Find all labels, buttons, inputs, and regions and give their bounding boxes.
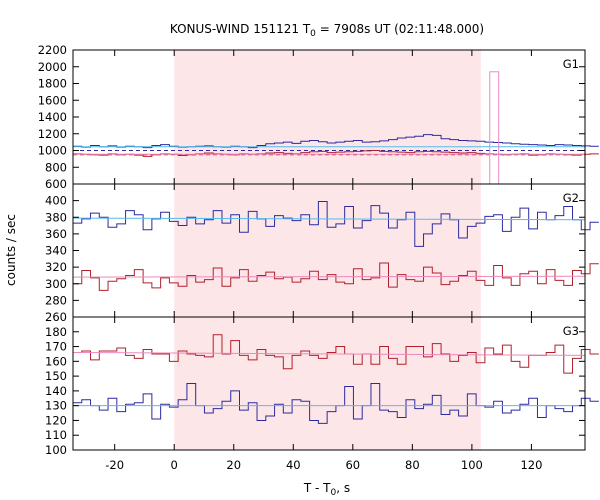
y-tick-label: 2000 (38, 60, 67, 74)
x-axis-label-prefix: T - T (303, 481, 331, 495)
y-tick-label: 1000 (38, 144, 67, 158)
shaded-interval (174, 50, 481, 184)
x-axis-label-sub: 0 (331, 488, 337, 498)
y-tick-label: 1600 (38, 93, 67, 107)
y-axis-label: counts / sec (4, 214, 18, 286)
y-tick-label: 800 (45, 160, 67, 174)
fit-line-blue (72, 217, 586, 221)
y-tick-label: 130 (45, 399, 67, 413)
y-tick-label: 260 (45, 310, 67, 324)
y-tick-label: 170 (45, 340, 67, 354)
chart-title: KONUS-WIND 151121 T0 = 7908s UT (02:11:4… (170, 22, 484, 39)
y-tick-label: 180 (45, 325, 67, 339)
series-blue-step (73, 134, 599, 149)
x-tick-label: 40 (286, 458, 301, 472)
x-tick-label: 120 (520, 458, 542, 472)
y-tick-label: 280 (45, 293, 67, 307)
y-tick-label: 150 (45, 369, 67, 383)
y-tick-label: 100 (45, 443, 67, 457)
y-tick-label: 300 (45, 277, 67, 291)
chart-title-suffix: = 7908s UT (02:11:48.000) (316, 22, 484, 36)
panel-g2: 260 280 300 320 340 360 380 400 G2 (45, 183, 599, 324)
panel-label: G2 (563, 191, 579, 205)
y-tick-label: 2200 (38, 43, 67, 57)
fit-line-red (72, 351, 586, 356)
panel-g1: 600 800 1000 1200 1400 1600 1800 2000 2200 G1 (38, 43, 599, 191)
y-tick-label: 320 (45, 260, 67, 274)
panel-label: G1 (563, 57, 579, 71)
x-axis-label-suffix: , s (336, 481, 350, 495)
x-tick-label: 0 (171, 458, 178, 472)
series-red-step (73, 334, 599, 374)
y-tick-label: 340 (45, 244, 67, 258)
chart-title-prefix: KONUS-WIND 151121 T (170, 22, 311, 36)
y-tick-label: 360 (45, 227, 67, 241)
y-tick-label: 110 (45, 428, 67, 442)
plot-layer: 6008001000120014001600180020002200G12602… (38, 43, 599, 472)
x-tick-label: 60 (345, 458, 360, 472)
x-tick-label: 80 (405, 458, 420, 472)
fit-line-red (72, 275, 586, 278)
y-tick-label: 380 (45, 210, 67, 224)
x-axis-label: T - T0, s (303, 481, 350, 498)
y-tick-label: 140 (45, 384, 67, 398)
y-tick-label: 1800 (38, 77, 67, 91)
panel-label: G3 (563, 324, 579, 338)
spike-outline (489, 71, 500, 185)
y-tick-label: 400 (45, 194, 67, 208)
y-tick-label: 160 (45, 354, 67, 368)
series-blue-step (73, 383, 599, 424)
series-blue-step (73, 200, 599, 247)
x-tick-label: -20 (105, 458, 124, 472)
y-tick-label: 600 (45, 177, 67, 191)
chart-title-sub: 0 (310, 29, 316, 39)
series-red-step (73, 262, 599, 291)
y-tick-label: 1400 (38, 110, 67, 124)
x-tick-label: 100 (461, 458, 483, 472)
y-tick-label: 1200 (38, 127, 67, 141)
y-tick-label: 120 (45, 413, 67, 427)
shaded-interval (174, 317, 481, 450)
panel-frame (72, 316, 586, 451)
x-tick-label: 20 (226, 458, 241, 472)
